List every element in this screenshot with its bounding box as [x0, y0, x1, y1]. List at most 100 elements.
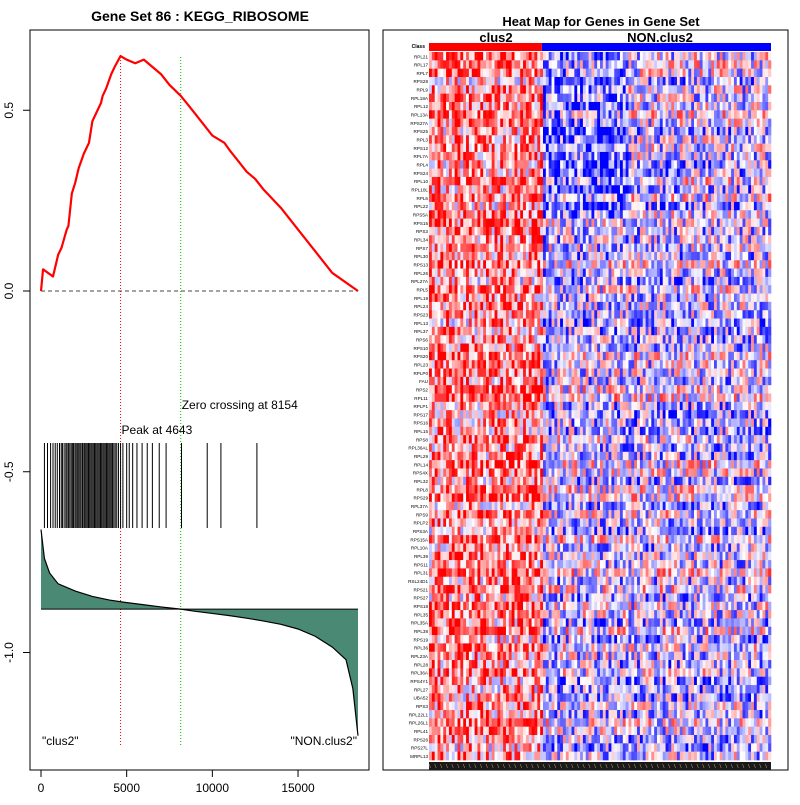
heat-cell	[506, 102, 509, 111]
heat-cell	[626, 227, 629, 236]
heat-cell	[549, 260, 552, 269]
heat-cell	[520, 285, 523, 294]
heat-cell	[708, 260, 711, 269]
heat-cell	[603, 69, 606, 78]
heat-cell	[600, 69, 603, 78]
heat-cell	[745, 285, 748, 294]
heat-cell	[751, 360, 754, 369]
heat-cell	[569, 177, 572, 186]
heat-cell	[489, 319, 492, 328]
heat-cell	[506, 377, 509, 386]
heat-cell	[614, 285, 617, 294]
heat-cell	[743, 135, 746, 144]
heat-cell	[460, 302, 463, 311]
heat-cell	[683, 169, 686, 178]
heat-cell	[509, 269, 512, 278]
heat-cell	[705, 244, 708, 253]
heat-cell	[475, 277, 478, 286]
heat-cell	[631, 252, 634, 261]
heat-cell	[660, 327, 663, 336]
heat-cell	[543, 110, 546, 119]
heat-cell	[626, 335, 629, 344]
heat-cell	[526, 77, 529, 86]
heat-cell	[435, 227, 438, 236]
heat-cell	[640, 344, 643, 353]
heat-cell	[609, 235, 612, 244]
heat-cell	[449, 344, 452, 353]
heat-cell	[554, 69, 557, 78]
heat-cell	[657, 219, 660, 228]
heat-cell	[443, 94, 446, 103]
heat-cell	[443, 110, 446, 119]
heat-cell	[500, 377, 503, 386]
heat-cell	[737, 219, 740, 228]
heat-cell	[757, 219, 760, 228]
heat-cell	[677, 294, 680, 303]
heat-cell	[694, 127, 697, 136]
heat-cell	[517, 94, 520, 103]
heat-cell	[674, 185, 677, 194]
heat-cell	[643, 110, 646, 119]
heat-cell	[569, 102, 572, 111]
heat-cell	[611, 277, 614, 286]
heat-cell	[589, 160, 592, 169]
heat-cell	[429, 344, 432, 353]
heat-cell	[728, 252, 731, 261]
heat-cell	[651, 327, 654, 336]
heat-cell	[637, 310, 640, 319]
heat-cell	[651, 202, 654, 211]
heat-cell	[560, 94, 563, 103]
heat-cell	[495, 302, 498, 311]
heat-cell	[532, 385, 535, 394]
heat-cell	[449, 352, 452, 361]
heat-cell	[646, 69, 649, 78]
heat-cell	[563, 127, 566, 136]
heat-cell	[569, 294, 572, 303]
heat-cell	[509, 110, 512, 119]
heat-cell	[720, 227, 723, 236]
heat-cell	[572, 69, 575, 78]
heat-cell	[708, 69, 711, 78]
heat-cell	[466, 185, 469, 194]
heat-cell	[697, 277, 700, 286]
heat-cell	[492, 77, 495, 86]
heat-cell	[668, 252, 671, 261]
heat-cell	[643, 377, 646, 386]
heat-cell	[574, 210, 577, 219]
heat-cell	[617, 369, 620, 378]
heat-cell	[532, 177, 535, 186]
heat-cell	[549, 244, 552, 253]
heat-cell	[591, 260, 594, 269]
heat-cell	[475, 352, 478, 361]
heat-cell	[609, 119, 612, 128]
heat-cell	[526, 252, 529, 261]
heat-cell	[500, 60, 503, 69]
heat-cell	[517, 219, 520, 228]
heat-cell	[529, 302, 532, 311]
heat-cell	[734, 152, 737, 161]
heat-cell	[614, 302, 617, 311]
heat-cell	[620, 269, 623, 278]
heat-cell	[643, 144, 646, 153]
heat-cell	[580, 152, 583, 161]
heat-cell	[760, 377, 763, 386]
heat-cell	[554, 327, 557, 336]
heat-cell	[492, 169, 495, 178]
heat-cell	[557, 202, 560, 211]
heat-cell	[537, 219, 540, 228]
heat-cell	[569, 210, 572, 219]
heat-cell	[515, 202, 518, 211]
heat-cell	[458, 135, 461, 144]
heat-cell	[549, 160, 552, 169]
heat-cell	[720, 152, 723, 161]
heat-cell	[580, 77, 583, 86]
heat-cell	[477, 144, 480, 153]
heat-cell	[725, 169, 728, 178]
heat-cell	[537, 135, 540, 144]
heat-cell	[532, 319, 535, 328]
heat-cell	[657, 194, 660, 203]
heat-cell	[475, 94, 478, 103]
heat-cell	[680, 177, 683, 186]
heat-cell	[737, 302, 740, 311]
heat-cell	[634, 194, 637, 203]
